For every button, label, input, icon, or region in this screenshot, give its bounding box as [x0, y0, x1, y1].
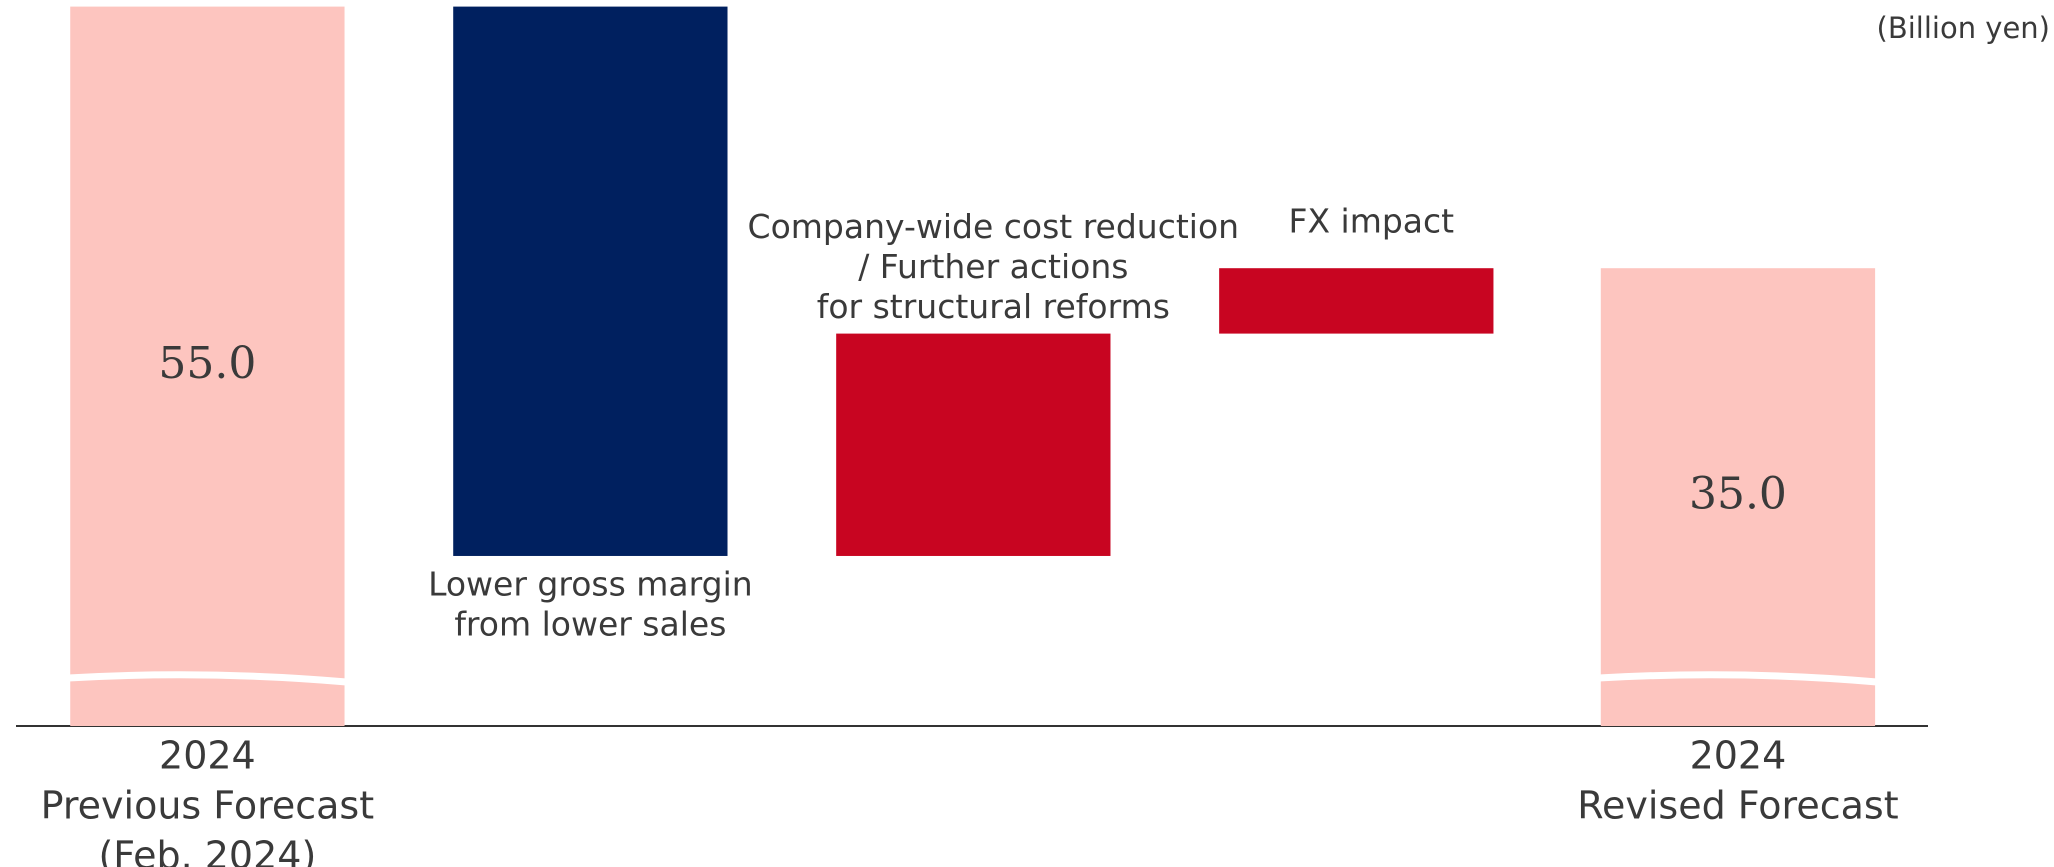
bar [453, 6, 728, 556]
category-label: Company-wide cost reduction [748, 207, 1240, 246]
bar [1219, 268, 1494, 334]
axis-break [68, 671, 347, 686]
value-label: 55.0 [158, 338, 256, 389]
category-label: for structural reforms [817, 287, 1170, 326]
category-label: FX impact [1288, 202, 1454, 241]
category-label: Previous Forecast [41, 784, 374, 828]
bar [1600, 268, 1876, 726]
category-label: / Further actions [858, 247, 1128, 286]
category-label: 2024 [1690, 734, 1787, 778]
category-label: 2024 [159, 734, 256, 778]
unit-label: (Billion yen) [1877, 11, 2050, 45]
category-label: Revised Forecast [1577, 784, 1898, 828]
axis-break [1598, 671, 1878, 686]
bar [70, 6, 345, 727]
category-label: from lower sales [454, 604, 726, 643]
value-label: 35.0 [1689, 469, 1787, 520]
bar [836, 333, 1111, 556]
category-label: (Feb. 2024) [98, 834, 316, 867]
category-label: Lower gross margin [428, 564, 753, 603]
